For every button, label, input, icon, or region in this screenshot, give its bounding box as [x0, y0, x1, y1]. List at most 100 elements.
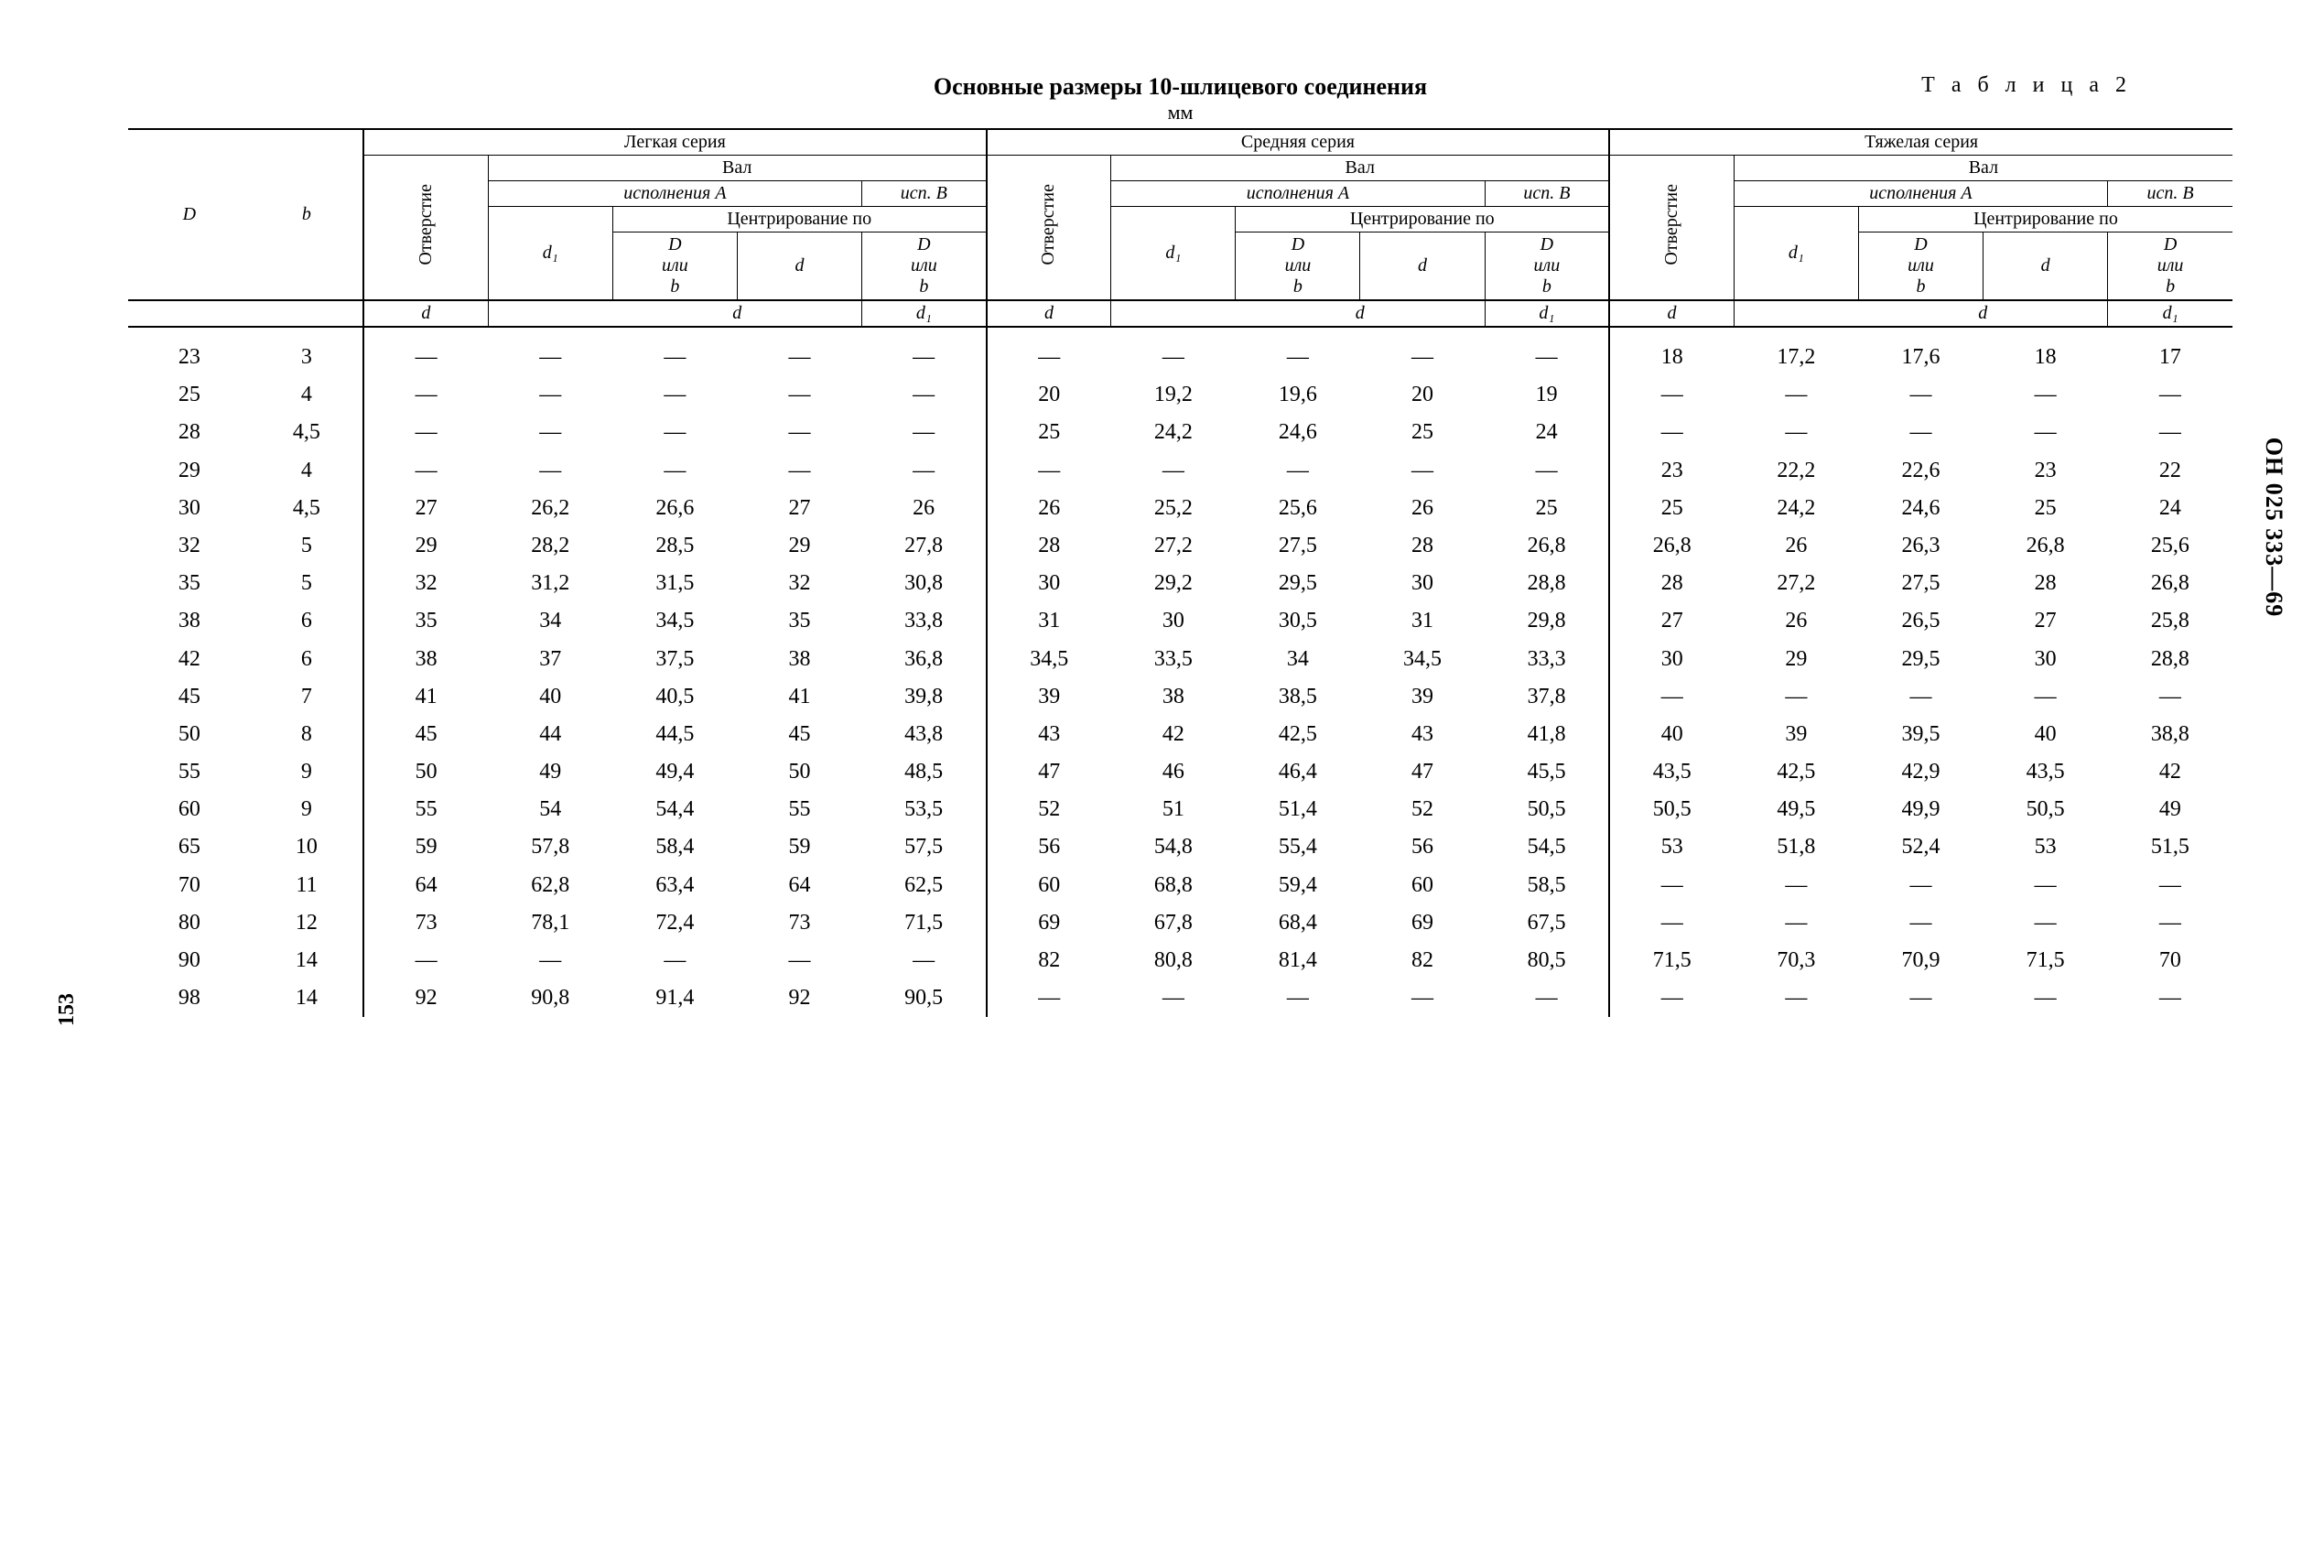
table-cell: 57,5 [862, 828, 987, 866]
medium-otv: Отверстие [987, 156, 1111, 301]
sub-d1: d₁ [862, 300, 987, 327]
table-cell: 46,4 [1236, 753, 1360, 791]
table-cell: 32 [737, 565, 861, 602]
table-cell: 26,2 [488, 490, 612, 527]
table-cell: 70 [2108, 942, 2232, 979]
table-cell: 62,8 [488, 867, 612, 904]
table-cell: 30 [1360, 565, 1485, 602]
table-cell: 54,8 [1111, 828, 1236, 866]
table-cell: 69 [1360, 904, 1485, 942]
table-cell: 34,5 [987, 641, 1111, 678]
table-cell: 72,4 [612, 904, 737, 942]
table-cell: 26 [987, 490, 1111, 527]
table-cell: 31,2 [488, 565, 612, 602]
table-cell: 48,5 [862, 753, 987, 791]
table-cell: 49,5 [1734, 791, 1858, 828]
table-cell: 6 [251, 641, 363, 678]
table-cell: 17,6 [1858, 327, 1983, 376]
table-cell: 30,8 [862, 565, 987, 602]
table-cell: 11 [251, 867, 363, 904]
table-cell: 29,8 [1485, 602, 1609, 640]
table-cell: 4 [251, 376, 363, 414]
table-cell: — [363, 414, 488, 451]
table-cell: 52,4 [1858, 828, 1983, 866]
table-cell: 24,2 [1734, 490, 1858, 527]
table-cell: — [737, 327, 861, 376]
table-cell: — [862, 414, 987, 451]
table-cell: 45 [128, 678, 251, 716]
table-cell: 50 [363, 753, 488, 791]
table-cell: — [1485, 327, 1609, 376]
heavy-otv: Отверстие [1609, 156, 1734, 301]
table-cell: 24,6 [1858, 490, 1983, 527]
table-cell: 26,5 [1858, 602, 1983, 640]
table-cell: 63,4 [612, 867, 737, 904]
table-cell: 6 [251, 602, 363, 640]
table-cell: 45 [363, 716, 488, 753]
table-cell: — [737, 452, 861, 490]
table-cell: 30 [128, 490, 251, 527]
table-cell: 27,8 [862, 527, 987, 565]
table-cell: 56 [987, 828, 1111, 866]
table-cell: 42,9 [1858, 753, 1983, 791]
light-Dorb: D или b [612, 232, 737, 301]
table-cell: 26,8 [2108, 565, 2232, 602]
table-cell: 47 [1360, 753, 1485, 791]
table-cell: 54,5 [1485, 828, 1609, 866]
table-cell: — [987, 327, 1111, 376]
table-cell: 82 [987, 942, 1111, 979]
table-cell: 80,8 [1111, 942, 1236, 979]
table-row: 508454444,54543,8434242,54341,8403939,54… [128, 716, 2232, 753]
table-cell: 55,4 [1236, 828, 1360, 866]
heavy-Dorb2: D или b [2108, 232, 2232, 301]
table-cell: 9 [251, 791, 363, 828]
table-cell: 25,6 [1236, 490, 1360, 527]
table-cell: 18 [1984, 327, 2108, 376]
table-cell: 10 [251, 828, 363, 866]
table-cell: 30 [987, 565, 1111, 602]
table-cell: 39 [1360, 678, 1485, 716]
table-cell: 4,5 [251, 414, 363, 451]
table-cell: 26 [1360, 490, 1485, 527]
table-cell: 27,2 [1734, 565, 1858, 602]
table-cell: 52 [987, 791, 1111, 828]
table-cell: 39 [987, 678, 1111, 716]
table-cell: 59 [363, 828, 488, 866]
light-ispA: исполнения А [488, 181, 861, 207]
table-cell: 49 [488, 753, 612, 791]
table-cell: 69 [987, 904, 1111, 942]
table-cell: 51 [1111, 791, 1236, 828]
table-cell: 58,4 [612, 828, 737, 866]
table-cell: 37,8 [1485, 678, 1609, 716]
table-cell: 40 [1984, 716, 2108, 753]
table-cell: — [612, 452, 737, 490]
sub-d1b: d₁ [1485, 300, 1609, 327]
spline-dimensions-table: D b Легкая серия Средняя серия Тяжелая с… [128, 128, 2232, 1017]
table-cell: 22,2 [1734, 452, 1858, 490]
table-cell: 68,4 [1236, 904, 1360, 942]
table-cell: — [1236, 327, 1360, 376]
table-cell: 55 [737, 791, 861, 828]
table-cell: — [1609, 414, 1734, 451]
table-cell: — [1858, 376, 1983, 414]
table-cell: — [1236, 979, 1360, 1017]
table-cell: — [488, 376, 612, 414]
table-cell: 5 [251, 527, 363, 565]
light-otv: Отверстие [363, 156, 488, 301]
medium-val: Вал [1111, 156, 1609, 181]
sub-d1c: d₁ [2108, 300, 2232, 327]
table-cell: 90,8 [488, 979, 612, 1017]
table-cell: — [737, 942, 861, 979]
table-cell: 47 [987, 753, 1111, 791]
table-cell: 28 [128, 414, 251, 451]
sub-d6: d [1858, 300, 2107, 327]
table-cell: 53 [1609, 828, 1734, 866]
table-cell: 27 [737, 490, 861, 527]
table-cell: 30 [1609, 641, 1734, 678]
table-cell: 28 [1984, 565, 2108, 602]
table-cell: 17 [2108, 327, 2232, 376]
heavy-Dorb: D или b [1858, 232, 1983, 301]
table-body: 233——————————1817,217,61817254—————2019,… [128, 327, 2232, 1017]
table-cell: 62,5 [862, 867, 987, 904]
table-cell: 31 [987, 602, 1111, 640]
